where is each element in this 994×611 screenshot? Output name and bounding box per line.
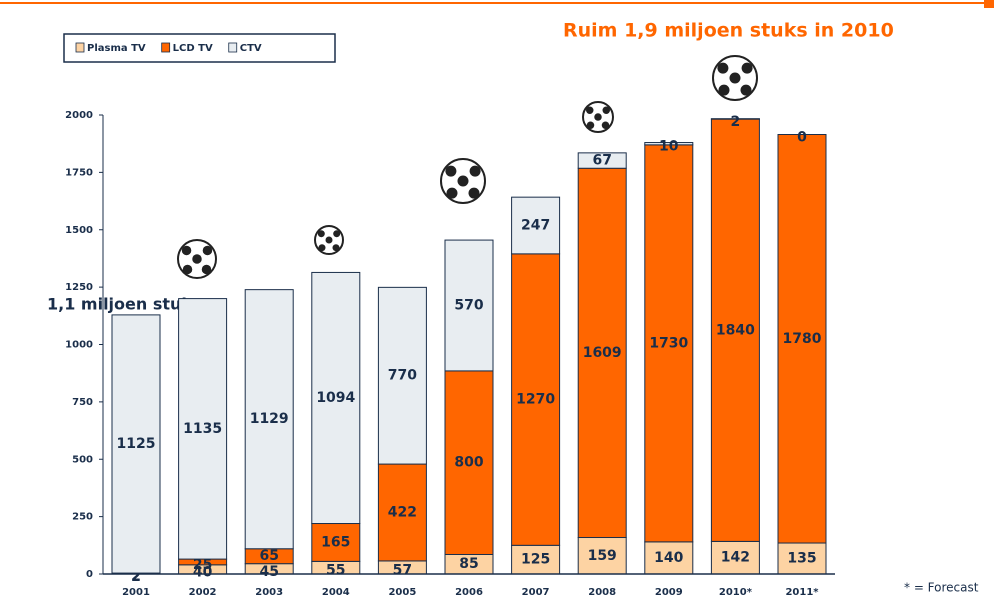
ball-patch xyxy=(586,107,594,115)
value-label: 140 xyxy=(654,550,683,566)
x-tick-label: 2002 xyxy=(189,587,217,598)
value-label: 57 xyxy=(393,562,412,578)
value-label: 1094 xyxy=(316,390,355,406)
value-label: 800 xyxy=(454,455,483,471)
value-label: 247 xyxy=(521,218,550,234)
legend-label: LCD TV xyxy=(173,43,213,54)
y-tick-label: 1000 xyxy=(65,340,93,351)
value-label: 1840 xyxy=(716,322,755,338)
value-label: 1125 xyxy=(117,436,156,452)
x-tick-label: 2008 xyxy=(588,587,616,598)
ball-patch xyxy=(594,113,602,121)
value-label: 10 xyxy=(659,139,679,155)
x-tick-label: 2003 xyxy=(255,587,283,598)
y-tick-label: 500 xyxy=(72,454,93,465)
value-label: 1609 xyxy=(583,345,622,361)
chart-title: Ruim 1,9 miljoen stuks in 2010 xyxy=(563,20,894,42)
value-label: 135 xyxy=(787,551,816,567)
value-label: 45 xyxy=(259,564,278,580)
y-tick-label: 1750 xyxy=(65,167,93,178)
ball-patch xyxy=(742,63,753,74)
ball-patch xyxy=(203,246,213,256)
ball-patch xyxy=(717,63,728,74)
ball-patch xyxy=(458,176,469,187)
value-label: 1135 xyxy=(183,421,222,437)
x-tick-label: 2004 xyxy=(322,587,350,598)
y-tick-label: 2000 xyxy=(65,110,93,121)
ball-patch xyxy=(202,265,212,275)
x-tick-label: 2011* xyxy=(785,587,819,598)
value-label: 165 xyxy=(321,534,350,550)
legend-swatch xyxy=(229,43,237,52)
value-label: 1129 xyxy=(250,411,289,427)
value-label: 159 xyxy=(588,548,617,564)
value-label: 55 xyxy=(326,563,345,579)
ball-patch xyxy=(447,188,458,199)
y-tick-label: 1500 xyxy=(65,225,93,236)
value-label: 0 xyxy=(797,130,807,146)
value-label: 1270 xyxy=(516,392,555,408)
ball-patch xyxy=(730,73,741,84)
y-tick-label: 250 xyxy=(72,512,93,523)
corner-mark xyxy=(984,0,994,8)
legend-swatch xyxy=(76,43,84,52)
ball-patch xyxy=(333,230,340,237)
y-tick-label: 1250 xyxy=(65,282,93,293)
x-tick-label: 2001 xyxy=(122,587,150,598)
ball-patch xyxy=(445,166,456,177)
value-label: 1780 xyxy=(783,331,822,347)
x-tick-label: 2010* xyxy=(719,587,753,598)
value-label: 570 xyxy=(454,297,483,313)
legend-label: Plasma TV xyxy=(87,43,146,54)
ball-patch xyxy=(326,237,333,244)
ball-patch xyxy=(587,122,595,130)
value-label: 67 xyxy=(592,153,611,169)
ball-patch xyxy=(192,254,202,264)
ball-patch xyxy=(182,246,192,256)
value-label: 1730 xyxy=(649,335,688,351)
ball-patch xyxy=(602,122,610,130)
value-label: 2 xyxy=(731,114,741,130)
ball-patch xyxy=(333,244,340,251)
x-tick-label: 2009 xyxy=(655,587,683,598)
y-tick-label: 0 xyxy=(86,569,93,580)
ball-patch xyxy=(318,230,325,237)
y-tick-label: 750 xyxy=(72,397,93,408)
ball-patch xyxy=(183,265,193,275)
value-label: 422 xyxy=(388,504,417,520)
ball-patch xyxy=(719,85,730,96)
value-label: 125 xyxy=(521,552,550,568)
x-tick-label: 2007 xyxy=(522,587,550,598)
annotation: * = Forecast xyxy=(904,581,979,595)
chart: Ruim 1,9 miljoen stuks in 2010 1,1 miljo… xyxy=(0,0,994,611)
ball-patch xyxy=(603,107,611,115)
legend-swatch xyxy=(162,43,170,52)
value-label: 770 xyxy=(388,368,417,384)
ball-patch xyxy=(469,188,480,199)
x-tick-label: 2006 xyxy=(455,587,483,598)
value-label: 65 xyxy=(259,548,278,564)
ball-patch xyxy=(470,166,481,177)
value-label: 85 xyxy=(459,556,478,572)
value-label: 142 xyxy=(721,550,750,566)
ball-patch xyxy=(741,85,752,96)
legend-label: CTV xyxy=(240,43,262,54)
x-tick-label: 2005 xyxy=(388,587,416,598)
ball-patch xyxy=(319,244,326,251)
